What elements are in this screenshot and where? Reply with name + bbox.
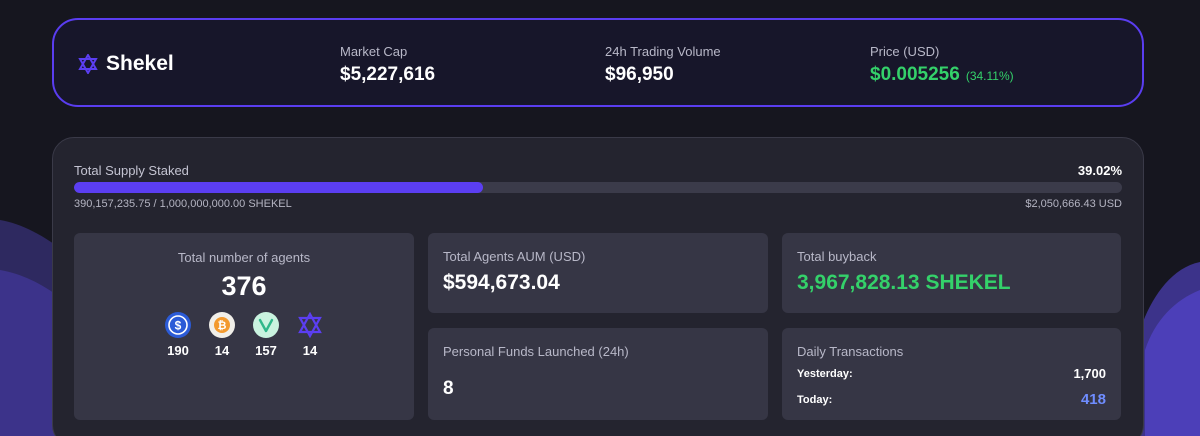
token-count-bitcoin: 14	[214, 343, 230, 358]
market-cap-label: Market Cap	[340, 44, 408, 59]
today-value: 418	[1080, 391, 1106, 408]
volume-stat: 24h Trading Volume $96,950	[605, 44, 721, 86]
price-value-row: $0.005256 (34.11%)	[870, 64, 1014, 86]
transactions-label: Daily Transactions	[797, 344, 904, 359]
buyback-card: Total buyback 3,967,828.13 SHEKEL	[782, 233, 1121, 313]
buyback-value: 3,967,828.13 SHEKEL	[797, 271, 1011, 294]
supply-amount: 390,157,235.75 / 1,000,000,000.00 SHEKEL	[74, 198, 292, 210]
token-bitcoin: ₿ 14	[208, 312, 236, 358]
shekel-star-icon	[298, 312, 322, 338]
yesterday-value: 1,700	[1073, 366, 1106, 381]
agent-token-breakdown: $ 190 ₿ 14 157	[74, 312, 414, 358]
token-shekel: 14	[296, 312, 324, 358]
supply-progress-fill	[74, 182, 483, 193]
supply-percent: 39.02%	[1077, 163, 1122, 178]
token-usdc: $ 190	[164, 312, 192, 358]
stats-panel: Total Supply Staked 39.02% 390,157,235.7…	[52, 137, 1144, 436]
brand-name: Shekel	[106, 52, 174, 75]
supply-usd: $2,050,666.43 USD	[1025, 198, 1122, 210]
transactions-today-row: Today: 418	[797, 391, 1106, 408]
agents-total: 376	[221, 271, 267, 301]
aum-label: Total Agents AUM (USD)	[443, 249, 586, 264]
virtual-token-icon	[253, 312, 279, 338]
price-value: $0.005256	[870, 64, 960, 85]
market-cap-stat: Market Cap $5,227,616	[340, 44, 435, 86]
supply-label: Total Supply Staked	[74, 163, 189, 178]
token-header: Shekel Market Cap $5,227,616 24h Trading…	[52, 18, 1144, 107]
usdc-icon: $	[165, 312, 191, 338]
aum-card: Total Agents AUM (USD) $594,673.04	[428, 233, 768, 313]
supply-progress-bar	[74, 182, 1122, 193]
yesterday-label: Yesterday:	[797, 367, 853, 380]
volume-value: $96,950	[605, 64, 674, 85]
buyback-label: Total buyback	[797, 249, 877, 264]
agents-label: Total number of agents	[177, 250, 311, 265]
bitcoin-icon: ₿	[209, 312, 235, 338]
brand: Shekel	[78, 52, 174, 76]
personal-funds-card: Personal Funds Launched (24h) 8	[428, 328, 768, 420]
token-virtual: 157	[252, 312, 280, 358]
supply-staked: Total Supply Staked 39.02% 390,157,235.7…	[74, 163, 1122, 210]
funds-value: 8	[443, 378, 454, 399]
market-cap-value: $5,227,616	[340, 64, 436, 85]
price-label: Price (USD)	[870, 44, 940, 59]
svg-text:₿: ₿	[218, 320, 227, 332]
volume-label: 24h Trading Volume	[605, 44, 721, 59]
aum-value: $594,673.04	[443, 271, 560, 294]
transactions-yesterday-row: Yesterday: 1,700	[797, 366, 1106, 381]
token-count-usdc: 190	[167, 343, 189, 358]
daily-transactions-card: Daily Transactions Yesterday: 1,700 Toda…	[782, 328, 1121, 420]
price-stat: Price (USD) $0.005256 (34.11%)	[870, 44, 1014, 86]
token-count-shekel: 14	[302, 343, 318, 358]
price-change: (34.11%)	[965, 69, 1014, 83]
funds-label: Personal Funds Launched (24h)	[443, 344, 629, 359]
agents-card: Total number of agents 376 $ 190 ₿ 14	[74, 233, 414, 420]
svg-text:$: $	[175, 319, 182, 333]
token-count-virtual: 157	[255, 343, 277, 358]
shekel-star-icon	[78, 54, 98, 74]
today-label: Today:	[797, 393, 833, 406]
